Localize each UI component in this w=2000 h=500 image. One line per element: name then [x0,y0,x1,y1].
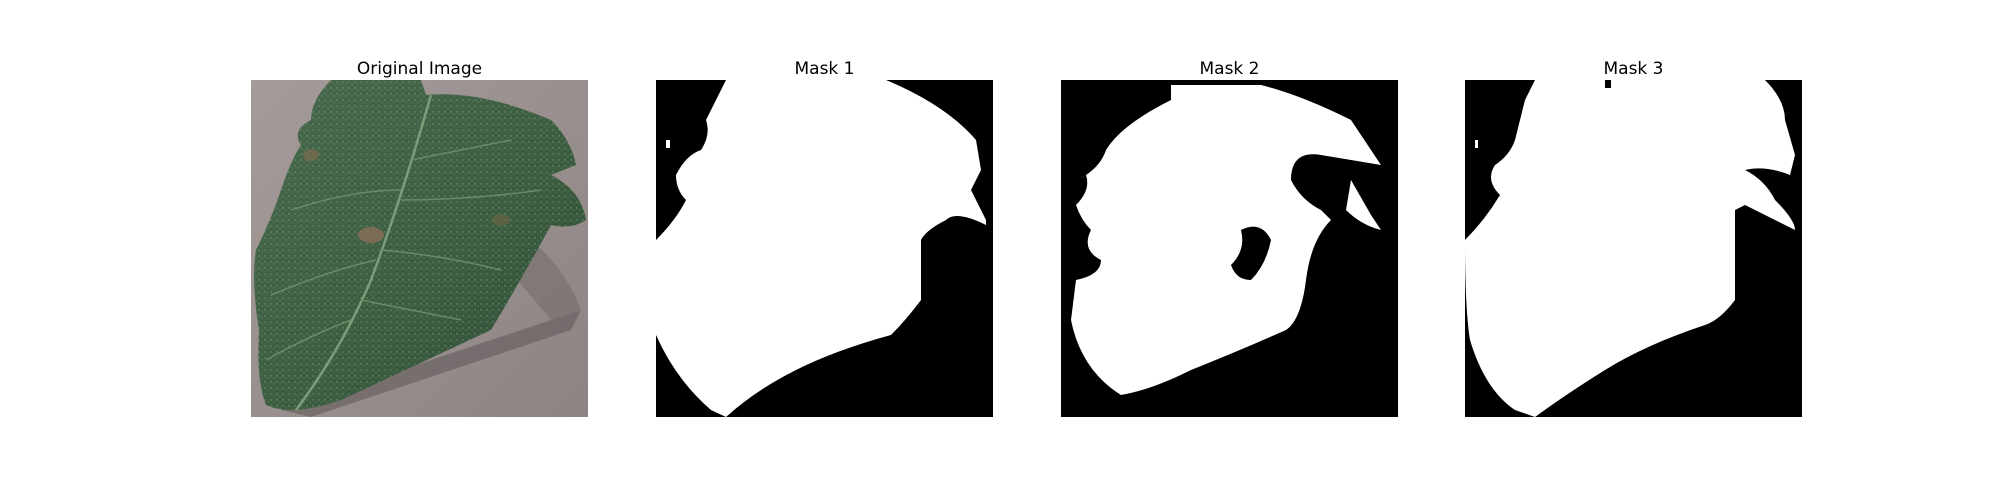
panel-title: Mask 2 [1199,59,1260,79]
panel-title: Mask 1 [794,59,855,79]
mask-1-image [656,80,993,417]
panel-mask-2: Mask 2 [1061,58,1398,417]
panel-original-image: Original Image [251,58,588,417]
panel-title: Mask 3 [1603,59,1664,79]
mask-2-image [1061,80,1398,417]
original-leaf-photo [251,80,588,417]
panel-title: Original Image [356,59,483,79]
panel-mask-3: Mask 3 [1465,58,1802,417]
panel-mask-1: Mask 1 [656,58,993,417]
mask-3-image [1465,80,1802,417]
